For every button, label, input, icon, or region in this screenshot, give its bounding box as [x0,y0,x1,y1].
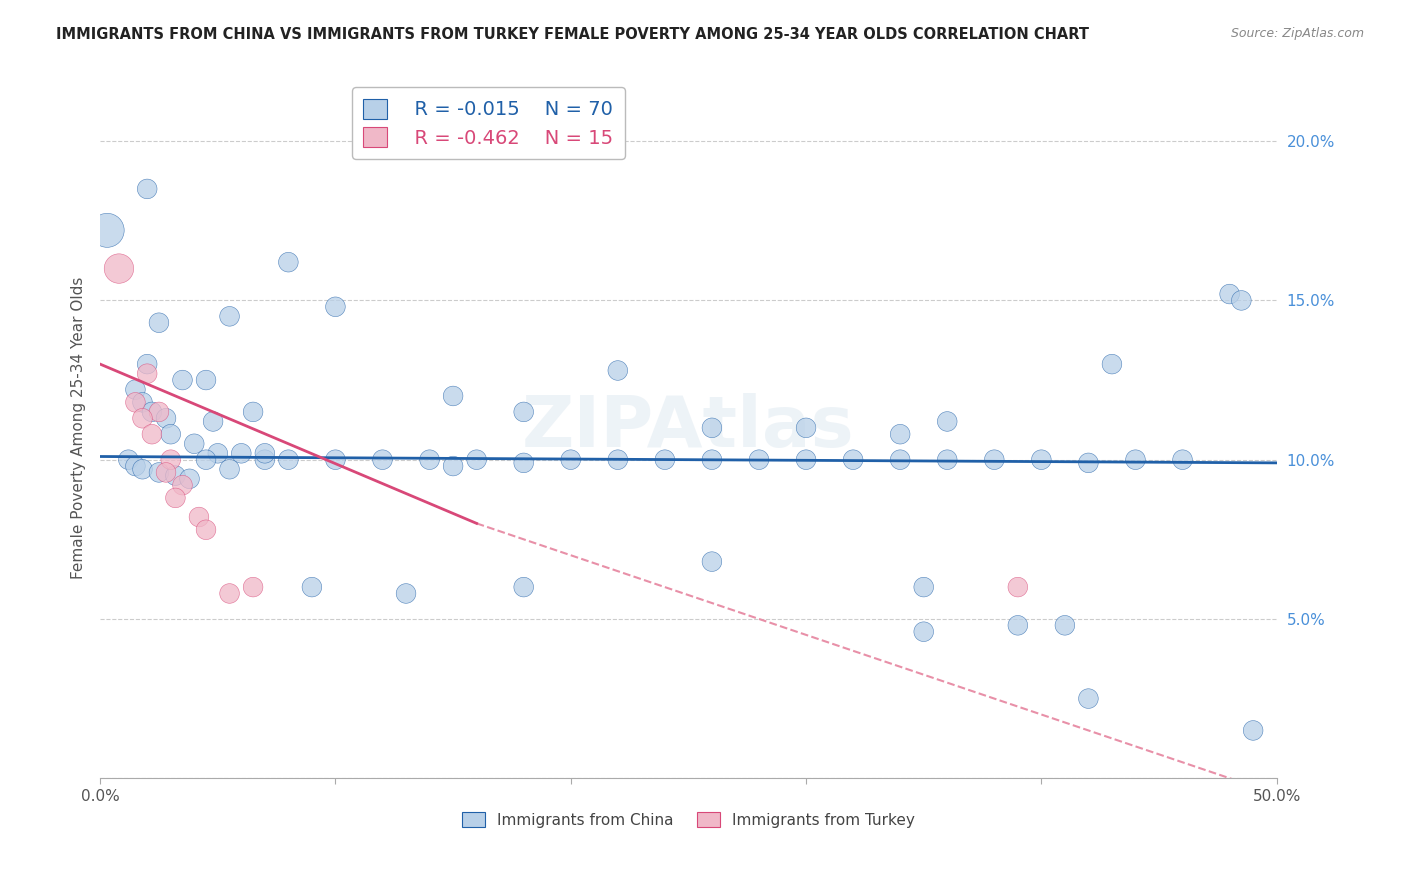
Point [1241,723,1264,738]
Point [395,586,418,600]
Point [441,389,464,403]
Point [136,357,159,371]
Point [195,373,218,387]
Point [159,427,181,442]
Point [1007,618,1029,632]
Point [700,452,723,467]
Point [242,405,264,419]
Point [748,452,770,467]
Point [936,414,959,428]
Text: IMMIGRANTS FROM CHINA VS IMMIGRANTS FROM TURKEY FEMALE POVERTY AMONG 25-34 YEAR : IMMIGRANTS FROM CHINA VS IMMIGRANTS FROM… [56,27,1090,42]
Point [207,446,229,460]
Point [842,452,865,467]
Point [606,452,628,467]
Point [195,523,218,537]
Point [700,421,723,435]
Point [912,624,935,639]
Point [1077,456,1099,470]
Point [301,580,323,594]
Point [277,255,299,269]
Point [202,414,225,428]
Legend: Immigrants from China, Immigrants from Turkey: Immigrants from China, Immigrants from T… [456,805,921,834]
Point [165,491,187,505]
Text: Source: ZipAtlas.com: Source: ZipAtlas.com [1230,27,1364,40]
Point [1125,452,1147,467]
Point [1171,452,1194,467]
Point [441,458,464,473]
Point [124,395,146,409]
Point [155,466,177,480]
Point [141,427,163,442]
Point [419,452,441,467]
Point [325,300,347,314]
Point [560,452,582,467]
Point [108,261,131,276]
Point [889,452,911,467]
Point [159,452,181,467]
Point [371,452,394,467]
Point [218,462,240,476]
Point [936,452,959,467]
Point [1031,452,1053,467]
Point [155,411,177,425]
Point [136,182,159,196]
Point [188,510,211,524]
Point [512,405,534,419]
Point [218,586,240,600]
Point [1219,287,1241,301]
Point [277,452,299,467]
Point [148,405,170,419]
Point [172,373,194,387]
Point [165,468,187,483]
Point [148,316,170,330]
Point [131,395,153,409]
Point [983,452,1005,467]
Point [794,452,817,467]
Point [131,462,153,476]
Point [253,452,276,467]
Point [325,452,347,467]
Point [131,411,153,425]
Point [218,310,240,324]
Point [889,427,911,442]
Point [1101,357,1123,371]
Point [606,363,628,377]
Point [1007,580,1029,594]
Point [1077,691,1099,706]
Point [1230,293,1253,308]
Point [912,580,935,594]
Point [465,452,488,467]
Point [148,466,170,480]
Y-axis label: Female Poverty Among 25-34 Year Olds: Female Poverty Among 25-34 Year Olds [72,277,86,579]
Point [136,367,159,381]
Point [794,421,817,435]
Point [242,580,264,594]
Point [700,555,723,569]
Point [183,436,205,450]
Point [124,383,146,397]
Point [172,478,194,492]
Point [96,223,118,237]
Point [117,452,139,467]
Point [231,446,253,460]
Point [512,456,534,470]
Point [195,452,218,467]
Point [124,458,146,473]
Point [253,446,276,460]
Point [1053,618,1076,632]
Point [141,405,163,419]
Point [654,452,676,467]
Point [512,580,534,594]
Point [179,472,201,486]
Text: ZIPAtlas: ZIPAtlas [522,393,855,462]
